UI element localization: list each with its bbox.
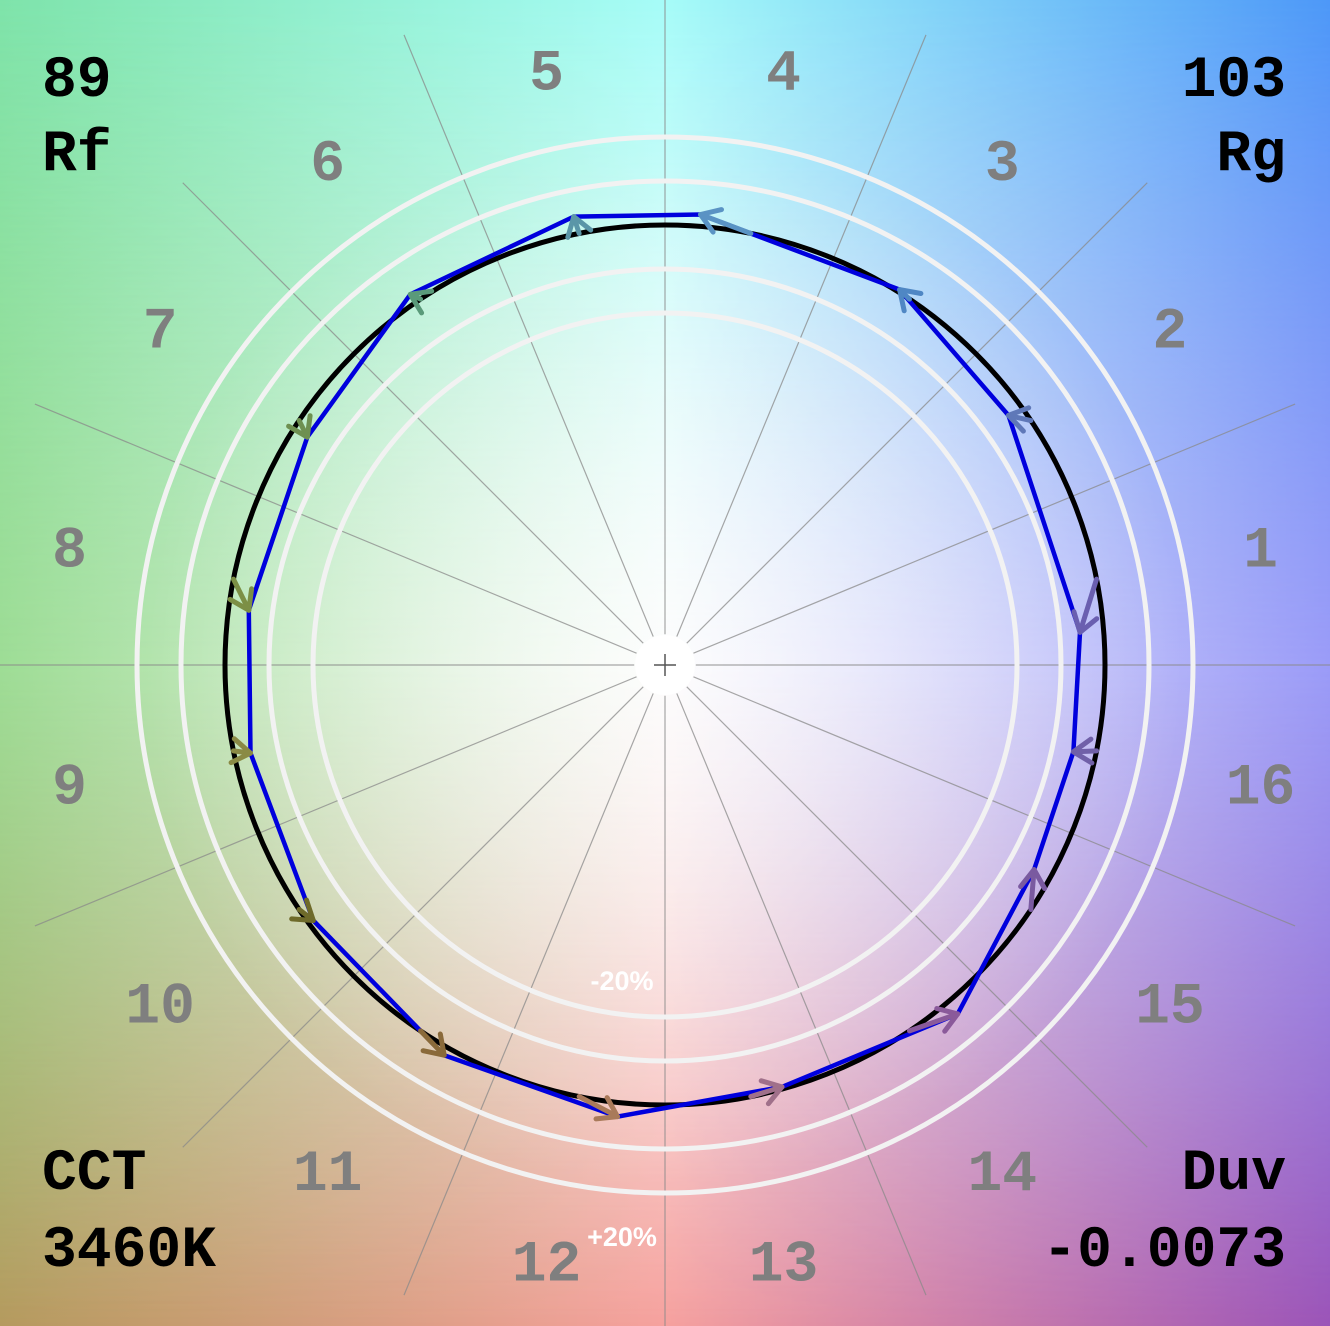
center-marker	[635, 635, 695, 695]
ring-label-minus20: -20%	[590, 966, 653, 996]
cct-value: 3460K	[42, 1222, 216, 1282]
bin-label-3: 3	[985, 133, 1020, 198]
bin-label-4: 4	[766, 43, 801, 108]
bin-label-2: 2	[1152, 301, 1187, 366]
bin-label-1: 1	[1243, 520, 1278, 585]
bin-label-15: 15	[1135, 975, 1205, 1040]
bin-label-7: 7	[143, 301, 178, 366]
bin-label-6: 6	[310, 133, 345, 198]
cct-label: CCT	[42, 1145, 146, 1205]
duv-value: -0.0073	[1042, 1222, 1286, 1282]
ring-label-plus20: +20%	[587, 1222, 657, 1252]
bin-label-11: 11	[293, 1143, 363, 1208]
bin-label-14: 14	[967, 1143, 1037, 1208]
bin-label-12: 12	[512, 1234, 582, 1299]
rf-label: Rf	[42, 126, 112, 186]
rg-label: Rg	[1216, 126, 1286, 186]
bin-label-9: 9	[52, 757, 87, 822]
duv-label: Duv	[1182, 1145, 1286, 1205]
bin-label-5: 5	[529, 43, 564, 108]
rg-value: 103	[1182, 52, 1286, 112]
rf-value: 89	[42, 52, 112, 112]
bin-label-13: 13	[749, 1234, 819, 1299]
bin-label-16: 16	[1226, 757, 1296, 822]
bin-label-10: 10	[125, 975, 195, 1040]
bin-label-8: 8	[52, 520, 87, 585]
